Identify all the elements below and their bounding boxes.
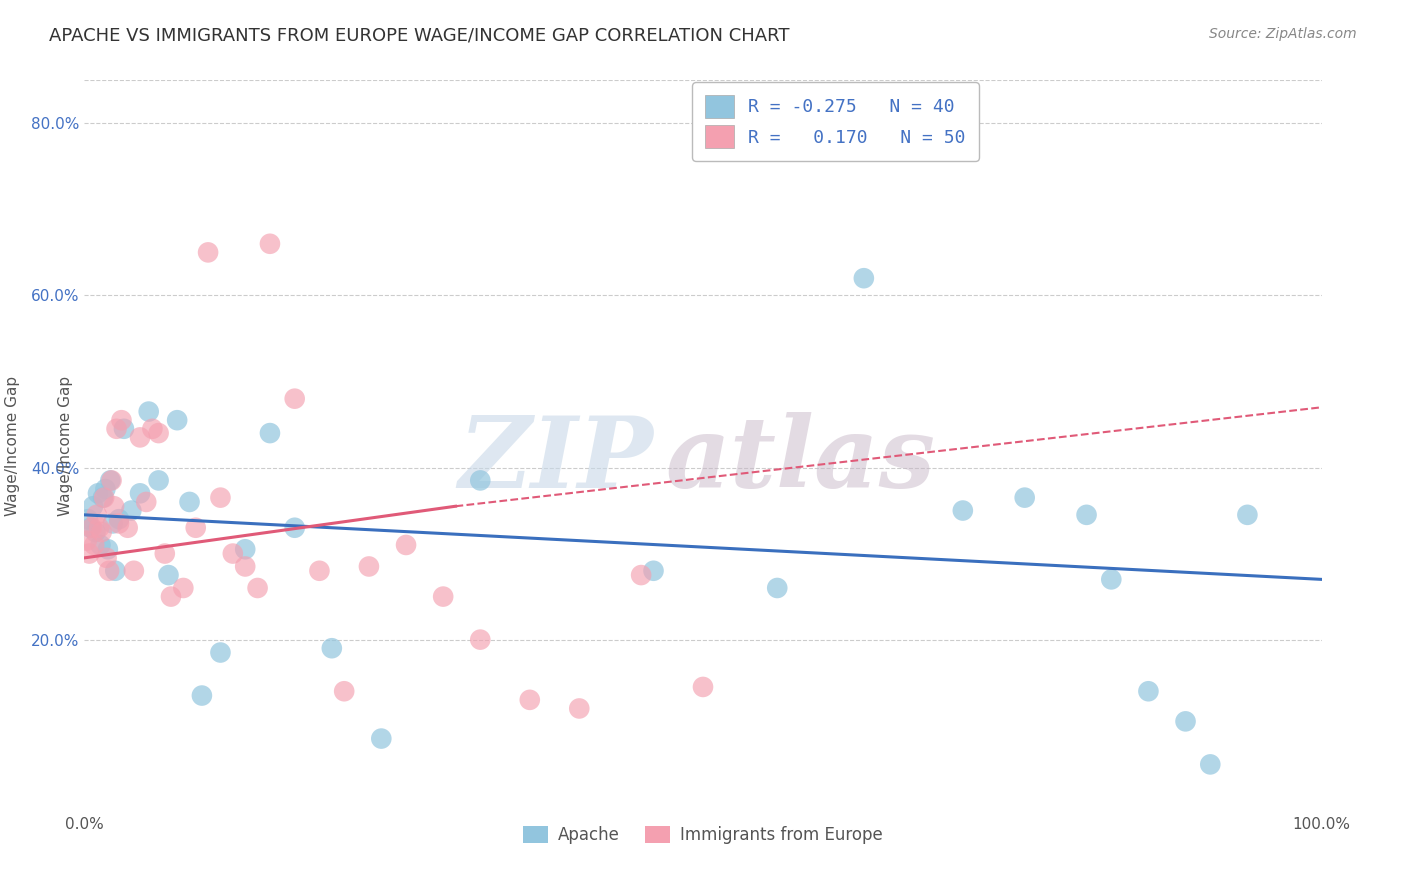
Point [321,641,343,656]
Point [108,512,131,526]
Point [138,404,160,418]
Point [80,521,103,535]
Point [568,701,591,715]
Point [191,689,214,703]
Point [1137,684,1160,698]
Point [103,500,125,514]
Legend: Apache, Immigrants from Europe: Apache, Immigrants from Europe [516,820,890,851]
Point [105,422,128,436]
Point [246,581,269,595]
Point [179,495,201,509]
Point [141,422,163,436]
Point [79,521,101,535]
Point [148,426,170,441]
Point [87,486,110,500]
Point [284,521,307,535]
Point [470,632,492,647]
Point [79,547,101,561]
Point [90,524,112,539]
Point [852,271,875,285]
Point [233,542,256,557]
Point [96,550,118,565]
Point [97,542,120,557]
Point [100,474,122,488]
Point [89,538,111,552]
Point [197,245,219,260]
Point [129,486,152,500]
Text: APACHE VS IMMIGRANTS FROM EUROPE WAGE/INCOME GAP CORRELATION CHART: APACHE VS IMMIGRANTS FROM EUROPE WAGE/IN… [49,27,790,45]
Point [209,646,232,660]
Point [222,547,245,561]
Point [166,413,188,427]
Point [94,482,117,496]
Point [108,516,131,531]
Point [77,512,100,526]
Text: atlas: atlas [666,412,936,508]
Point [120,503,142,517]
Point [1174,714,1197,729]
Point [110,413,132,427]
Point [101,516,124,531]
Point [93,491,115,505]
Point [98,474,121,488]
Point [112,422,135,436]
Point [76,533,98,548]
Point [82,500,104,514]
Point [1199,757,1222,772]
Point [135,495,157,509]
Point [122,564,145,578]
Point [1076,508,1098,522]
Point [284,392,307,406]
Point [148,474,170,488]
Point [98,564,121,578]
Point [470,474,492,488]
Point [766,581,789,595]
Point [233,559,256,574]
Y-axis label: Wage/Income Gap: Wage/Income Gap [4,376,20,516]
Point [86,508,108,522]
Point [91,491,114,505]
Point [157,568,180,582]
Point [395,538,418,552]
Point [692,680,714,694]
Point [357,559,380,574]
Point [184,521,207,535]
Point [153,547,176,561]
Y-axis label: Wage/Income Gap: Wage/Income Gap [58,376,73,516]
Point [308,564,330,578]
Point [432,590,454,604]
Point [1099,573,1122,587]
Text: ZIP: ZIP [458,412,654,508]
Point [519,693,541,707]
Point [117,521,139,535]
Point [84,524,107,539]
Point [172,581,194,595]
Point [333,684,356,698]
Point [630,568,652,582]
Point [209,491,232,505]
Point [370,731,392,746]
Point [643,564,665,578]
Point [1236,508,1258,522]
Point [1014,491,1036,505]
Point [259,236,281,251]
Point [952,503,974,517]
Text: Source: ZipAtlas.com: Source: ZipAtlas.com [1209,27,1357,41]
Point [129,430,152,444]
Point [259,426,281,441]
Point [104,564,127,578]
Point [89,521,111,535]
Point [83,538,105,552]
Point [160,590,183,604]
